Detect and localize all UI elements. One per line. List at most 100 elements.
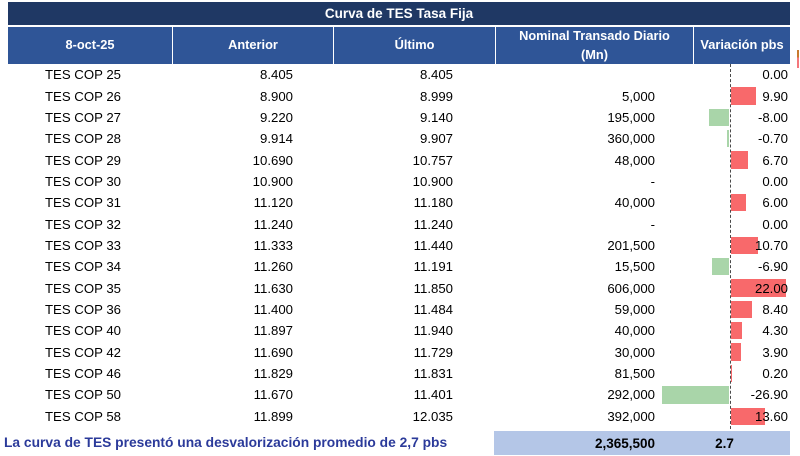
header-ultimo: Último <box>333 27 495 65</box>
cell-instrument-name: TES COP 28 <box>45 131 121 147</box>
cell-variacion: -26.90 <box>661 384 790 405</box>
variation-value: 0.20 <box>762 365 788 381</box>
cell-instrument-name: TES COP 36 <box>45 301 121 317</box>
cell-anterior: 11.260 <box>253 259 293 275</box>
cell-instrument-name: TES COP 32 <box>45 216 121 232</box>
cell-instrument-name: TES COP 31 <box>45 195 121 211</box>
table-row: TES COP 34 11.260 11.191 15,500 -6.90 <box>8 256 790 277</box>
cell-ultimo: 8.405 <box>419 67 453 83</box>
cell-variacion: 0.20 <box>693 363 790 384</box>
cell-instrument-name: TES COP 33 <box>45 237 121 253</box>
cell-instrument-name: TES COP 46 <box>45 365 121 381</box>
cell-anterior: 9.914 <box>259 131 293 147</box>
variation-value: 0.00 <box>762 173 788 189</box>
variation-value: 6.00 <box>762 195 788 211</box>
cell-nominal: 15,500 <box>614 259 655 275</box>
cell-instrument-name: TES COP 30 <box>45 173 121 189</box>
variation-bar <box>731 343 741 361</box>
cell-variacion: -6.90 <box>693 256 790 277</box>
cell-nominal: 392,000 <box>607 408 655 424</box>
cell-ultimo: 11.484 <box>413 301 453 317</box>
cell-ultimo: 8.999 <box>419 88 453 104</box>
variation-bar <box>731 236 758 255</box>
cell-variacion: 22.00 <box>693 277 790 298</box>
header-nominal: Nominal Transado Diario (Mn) <box>495 27 693 65</box>
header-date: 8-oct-25 <box>65 37 115 53</box>
table-row: TES COP 40 11.897 11.940 40,000 4.30 <box>8 320 790 341</box>
cell-instrument-name: TES COP 27 <box>45 109 121 125</box>
cell-anterior: 11.333 <box>253 237 293 253</box>
variation-value: -6.90 <box>757 259 788 275</box>
table-row: TES COP 27 9.220 9.140 195,000 -8.00 <box>8 107 790 128</box>
table-row: TES COP 28 9.914 9.907 360,000 -0.70 <box>8 128 790 149</box>
edge-artifact <box>797 50 799 68</box>
cell-anterior: 11.899 <box>253 408 293 424</box>
cell-ultimo: 11.831 <box>413 365 453 381</box>
variation-bar <box>731 151 748 169</box>
cell-variacion: 0.00 <box>693 213 790 234</box>
table-row: TES COP 50 11.670 11.401 292,000 -26.90 <box>8 384 790 405</box>
table-row: TES COP 29 10.690 10.757 48,000 6.70 <box>8 149 790 170</box>
variation-bar <box>711 258 729 276</box>
cell-ultimo: 11.440 <box>413 237 453 253</box>
cell-anterior: 11.897 <box>253 323 293 339</box>
cell-nominal: - <box>650 173 655 189</box>
cell-ultimo: 11.240 <box>413 216 453 232</box>
cell-nominal: 81,500 <box>614 365 655 381</box>
table-row: TES COP 35 11.630 11.850 606,000 22.00 <box>8 277 790 298</box>
totals-band: 2,365,500 2.7 <box>494 431 790 455</box>
table-row: TES COP 31 11.120 11.180 40,000 6.00 <box>8 192 790 213</box>
cell-nominal: 5,000 <box>621 88 655 104</box>
cell-ultimo: 11.191 <box>413 259 453 275</box>
cell-variacion: 3.90 <box>693 341 790 362</box>
variation-value: 6.70 <box>762 152 788 168</box>
cell-anterior: 11.690 <box>253 344 293 360</box>
cell-anterior: 11.240 <box>253 216 293 232</box>
variation-zero-axis-line <box>730 64 731 429</box>
cell-instrument-name: TES COP 35 <box>45 280 121 296</box>
variation-value: 8.40 <box>762 301 788 317</box>
cell-anterior: 9.220 <box>259 109 293 125</box>
cell-ultimo: 12.035 <box>412 408 453 424</box>
variation-value: -0.70 <box>757 131 788 147</box>
cell-instrument-name: TES COP 25 <box>45 67 121 83</box>
cell-instrument-name: TES COP 26 <box>45 88 121 104</box>
cell-nominal: 30,000 <box>614 344 655 360</box>
cell-nominal: 40,000 <box>614 195 655 211</box>
variation-value: 0.00 <box>762 216 788 232</box>
header-variacion: Variación pbs <box>693 27 790 65</box>
average-variation: 2.7 <box>715 435 734 451</box>
variation-bar <box>731 364 732 383</box>
cell-ultimo: 11.401 <box>413 387 453 403</box>
header-anterior: Anterior <box>172 27 333 65</box>
cell-anterior: 8.900 <box>259 88 293 104</box>
table-footer: La curva de TES presentó una desvaloriza… <box>4 429 790 455</box>
table-body: TES COP 25 8.405 8.405 0.00 TES COP 26 8… <box>8 64 790 429</box>
cell-ultimo: 11.940 <box>413 323 453 339</box>
cell-variacion: 10.70 <box>693 235 790 256</box>
cell-anterior: 11.670 <box>253 387 293 403</box>
variation-bar <box>731 300 752 319</box>
cell-anterior: 11.630 <box>253 280 293 296</box>
variation-bar <box>709 108 729 127</box>
cell-variacion: 13.60 <box>693 406 790 427</box>
cell-instrument-name: TES COP 34 <box>45 259 121 275</box>
cell-variacion: 6.00 <box>693 192 790 213</box>
tes-table: Curva de TES Tasa Fija 8-oct-25 Anterior… <box>4 2 790 455</box>
cell-instrument-name: TES COP 42 <box>45 344 121 360</box>
cell-variacion: 0.00 <box>693 171 790 192</box>
cell-variacion: 6.70 <box>693 149 790 170</box>
variation-value: 13.60 <box>754 408 788 424</box>
cell-nominal: 40,000 <box>614 323 655 339</box>
cell-nominal: 292,000 <box>607 387 655 403</box>
cell-instrument-name: TES COP 29 <box>45 152 121 168</box>
cell-ultimo: 10.757 <box>412 152 453 168</box>
table-row: TES COP 58 11.899 12.035 392,000 13.60 <box>8 406 790 427</box>
variation-bar <box>661 386 729 404</box>
cell-variacion: -0.70 <box>693 128 790 149</box>
variation-value: 9.90 <box>762 88 788 104</box>
table-row: TES COP 30 10.900 10.900 - 0.00 <box>8 171 790 192</box>
table-row: TES COP 46 11.829 11.831 81,500 0.20 <box>8 363 790 384</box>
variation-value: -26.90 <box>750 387 788 403</box>
